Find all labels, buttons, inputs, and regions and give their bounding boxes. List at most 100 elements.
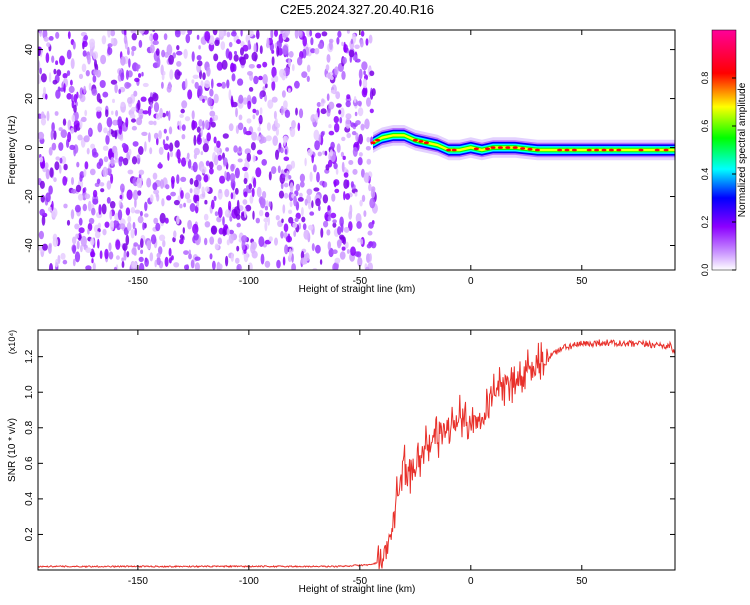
noise-blob: [112, 98, 115, 104]
noise-blob: [168, 247, 172, 257]
noise-blob: [138, 73, 142, 78]
noise-blob: [67, 131, 72, 143]
noise-blob: [112, 119, 119, 126]
noise-blob: [52, 79, 58, 85]
noise-blob: [62, 118, 67, 126]
noise-blob: [273, 75, 279, 83]
noise-blob: [122, 243, 128, 251]
noise-blob: [363, 210, 367, 218]
noise-blob: [74, 204, 81, 213]
noise-blob: [257, 126, 261, 132]
noise-blob: [212, 260, 216, 270]
noise-blob: [301, 71, 308, 78]
noise-blob: [192, 161, 198, 173]
noise-blob: [209, 88, 214, 97]
noise-blob: [66, 70, 71, 76]
noise-blob: [176, 61, 182, 67]
noise-blob: [271, 96, 278, 103]
noise-blob: [331, 193, 336, 202]
noise-blob: [110, 156, 115, 167]
noise-blob: [200, 166, 207, 174]
noise-blob: [334, 122, 340, 133]
noise-blob: [262, 86, 266, 91]
noise-blob: [203, 174, 209, 183]
noise-blob: [162, 139, 166, 146]
noise-blob: [173, 230, 177, 239]
noise-blob: [99, 80, 106, 88]
noise-blob: [237, 78, 244, 86]
noise-blob: [329, 75, 334, 81]
noise-blob: [271, 77, 274, 82]
noise-blob: [74, 223, 80, 230]
noise-blob: [294, 217, 299, 222]
noise-blob: [262, 191, 267, 199]
noise-blob: [99, 182, 105, 187]
noise-blob: [354, 191, 358, 197]
noise-blob: [57, 254, 61, 265]
noise-blob: [243, 251, 249, 263]
noise-blob: [216, 61, 223, 71]
noise-blob: [251, 187, 255, 198]
noise-blob: [226, 79, 230, 89]
noise-blob: [221, 81, 227, 89]
noise-blob: [179, 120, 182, 132]
ridge-peak: [638, 148, 644, 152]
noise-blob: [87, 54, 91, 65]
noise-blob: [256, 149, 263, 155]
noise-blob: [313, 164, 317, 173]
noise-blob: [293, 195, 297, 207]
noise-blob: [256, 30, 260, 40]
noise-blob: [242, 166, 248, 172]
noise-blob: [39, 156, 44, 163]
noise-blob: [117, 116, 123, 127]
noise-blob: [224, 188, 230, 198]
noise-blob: [183, 202, 187, 208]
snr-y-tick-label: 0.8: [24, 420, 35, 434]
noise-blob: [336, 103, 342, 108]
noise-blob: [354, 44, 360, 50]
noise-blob: [156, 137, 159, 146]
noise-blob: [346, 94, 351, 100]
noise-blob: [127, 215, 132, 223]
ridge-peak: [512, 146, 518, 149]
noise-blob: [42, 243, 48, 251]
noise-blob: [205, 160, 210, 167]
noise-blob: [342, 57, 347, 64]
noise-blob: [126, 251, 130, 258]
noise-blob: [60, 252, 66, 260]
noise-blob: [370, 241, 377, 249]
noise-blob: [134, 227, 137, 236]
noise-blob: [49, 263, 53, 270]
noise-blob: [299, 181, 305, 188]
noise-blob: [146, 177, 152, 188]
noise-blob: [91, 258, 94, 264]
noise-blob: [139, 210, 143, 217]
noise-blob: [315, 32, 322, 39]
noise-blob: [180, 108, 185, 114]
noise-blob: [238, 114, 243, 121]
noise-blob: [184, 192, 191, 200]
noise-blob: [197, 60, 203, 67]
noise-blob: [58, 142, 64, 151]
noise-blob: [164, 51, 169, 58]
noise-blob: [197, 85, 203, 97]
noise-blob: [102, 91, 109, 98]
noise-blob: [234, 167, 240, 179]
noise-blob: [346, 179, 350, 188]
noise-blob: [282, 204, 286, 214]
snr-panel: -150 -100 -50 0 50 0.2 0.4 0.6 0.8 1.0 1.2 Height…: [7, 329, 676, 595]
noise-blob: [191, 51, 195, 62]
ridge-peak: [586, 148, 592, 152]
noise-blob: [314, 140, 320, 151]
noise-blob: [176, 45, 180, 51]
noise-blob: [68, 85, 75, 94]
spectrogram-x-tick-label: 0: [468, 276, 474, 287]
noise-blob: [286, 170, 289, 179]
noise-blob: [200, 151, 204, 156]
noise-blob: [230, 99, 234, 108]
noise-blob: [137, 215, 144, 224]
noise-blob: [323, 181, 328, 188]
noise-blob: [155, 222, 161, 232]
noise-blob: [288, 248, 292, 259]
noise-blob: [152, 172, 158, 180]
